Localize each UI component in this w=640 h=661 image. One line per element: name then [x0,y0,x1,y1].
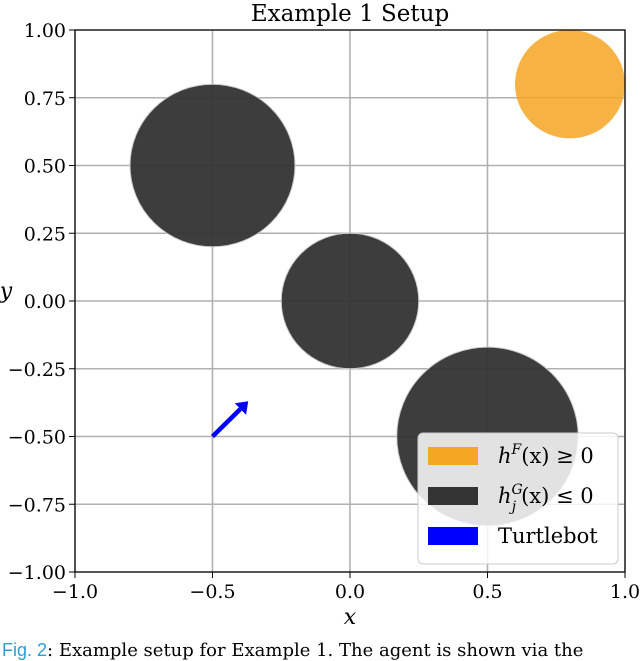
goal-region [515,29,625,139]
y-tick-label: 0.50 [24,156,66,178]
legend-label: hF(x) ≥ 0 [498,442,594,468]
x-tick-label: −1.0 [52,581,98,603]
agent-arrow-shaft [210,407,242,439]
x-tick-label: 1.0 [610,581,640,603]
legend: hF(x) ≥ 0 hG j (x) ≤ 0 Turtlebot [417,432,619,565]
axis-ticks: −1.0 −0.5 0.0 0.5 1.0 1.00 0.75 0.50 0.25 0.00 −0.… [8,20,640,603]
legend-swatch [428,527,478,545]
agent-arrow-head [234,401,249,415]
y-tick-label: 1.00 [24,20,66,42]
legend-label: hG j (x) ≤ 0 [498,482,594,515]
caption-fig-label: Fig. 2 [2,640,48,660]
x-axis-label: x [344,605,357,630]
figure-caption: Fig. 2: Example setup for Example 1. The… [2,640,640,661]
y-axis-label: y [0,279,13,304]
y-tick-label: −0.25 [8,359,66,381]
caption-text: : Example setup for Example 1. The agent… [47,640,584,661]
x-tick-label: 0.0 [335,581,365,603]
legend-swatch [428,487,478,505]
x-tick-label: −0.5 [189,581,235,603]
y-tick-label: 0.00 [24,291,66,313]
obstacle [280,232,420,370]
legend-swatch [428,447,478,465]
x-tick-label: 0.5 [472,581,502,603]
legend-label: Turtlebot [498,524,598,548]
y-tick-label: 0.75 [24,88,66,110]
y-tick-label: −0.50 [8,427,66,449]
chart-title: Example 1 Setup [251,1,449,27]
chart: Example 1 Setup −1.0 −0.5 0.0 0.5 1.0 1.00 0.7… [0,1,640,630]
y-tick-label: 0.25 [24,223,66,245]
y-tick-label: −1.00 [8,562,66,584]
obstacle [129,83,296,248]
y-tick-label: −0.75 [8,494,66,516]
